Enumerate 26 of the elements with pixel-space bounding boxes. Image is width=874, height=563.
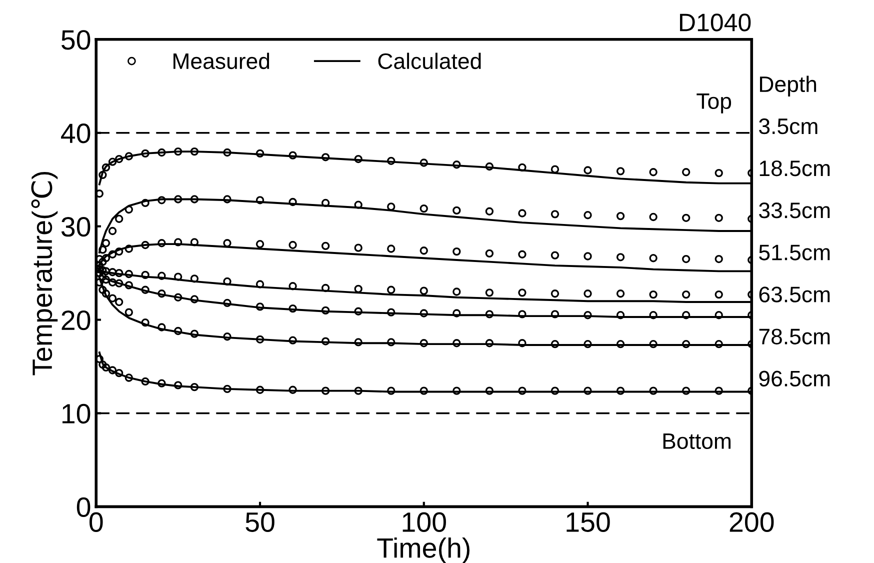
ref-line-label: Top <box>696 94 732 114</box>
x-tick-label: 150 <box>566 512 610 532</box>
text: 96.5cm <box>759 370 830 386</box>
x-axis-title: Time(h) <box>377 537 470 563</box>
text: 18.5cm <box>760 160 830 176</box>
text: 33.5cm <box>759 202 830 218</box>
y-axis-title: Temperature(℃) <box>31 172 58 376</box>
ref-line-label: Bottom <box>663 434 731 450</box>
y-tick-label: 50 <box>61 30 90 50</box>
text: 78.5cm <box>759 328 830 344</box>
x-tick-label: 200 <box>730 512 774 532</box>
text: Depth <box>760 76 816 96</box>
text: 51.5cm <box>759 244 830 260</box>
x-tick-label: 100 <box>402 512 446 532</box>
legend-label: Measured <box>174 52 270 70</box>
y-tick-label: 0 <box>76 497 90 518</box>
y-tick-label: 10 <box>62 404 90 424</box>
y-tick-label: 20 <box>62 310 90 330</box>
legend-label: Calculated <box>378 52 481 70</box>
x-tick-label: 0 <box>90 512 103 532</box>
chart-title: D1040 <box>680 14 751 32</box>
text: 3.5cm <box>759 118 818 134</box>
y-tick-label: 30 <box>61 216 90 237</box>
y-tick-label: 40 <box>61 124 90 144</box>
x-tick-label: 50 <box>246 512 274 532</box>
text: 63.5cm <box>759 286 830 302</box>
